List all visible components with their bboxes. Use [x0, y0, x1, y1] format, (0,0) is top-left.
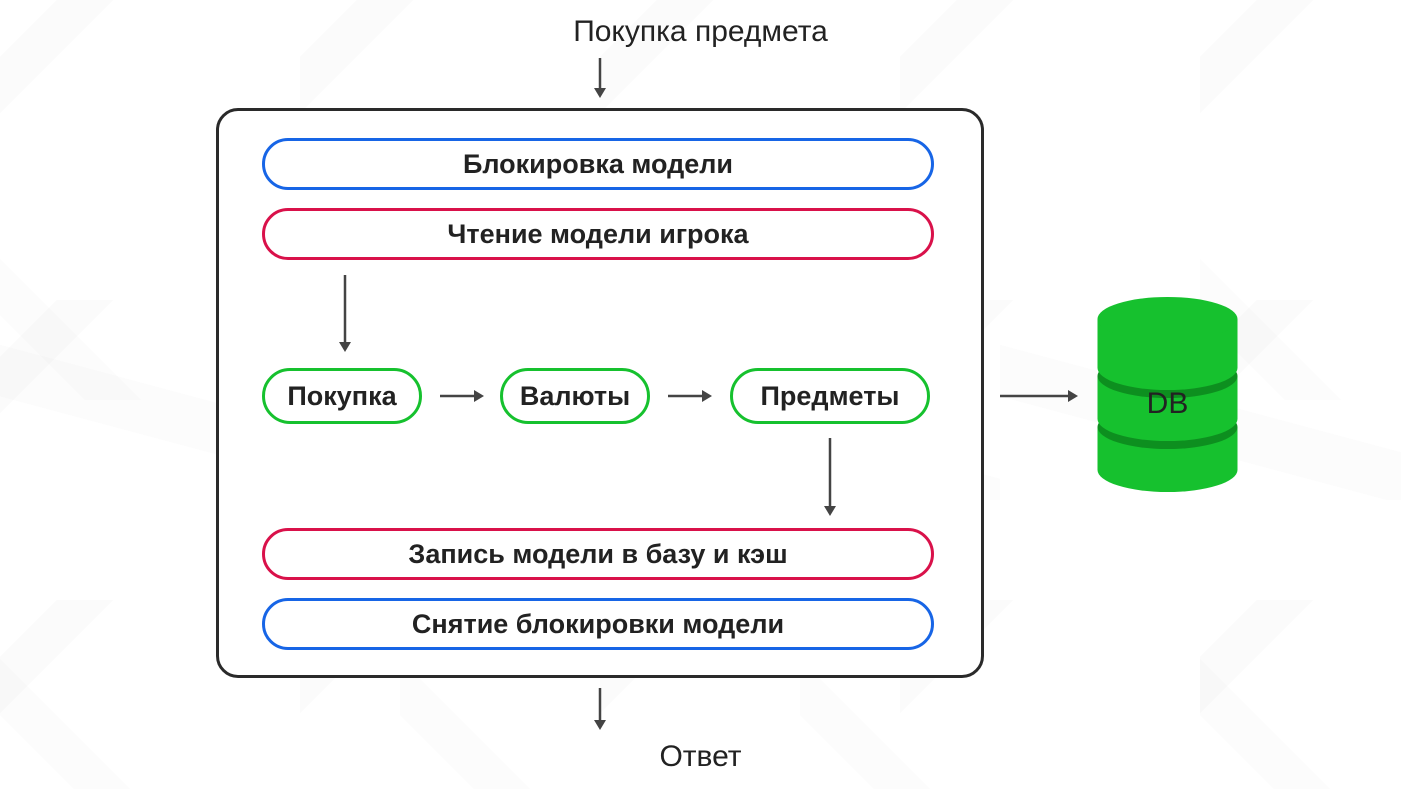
pill-lock-model: Блокировка модели — [262, 138, 934, 190]
pill-read-model: Чтение модели игрока — [262, 208, 934, 260]
database-label: DB — [1147, 387, 1189, 421]
database-icon: DB — [1095, 295, 1240, 495]
pill-label: Запись модели в базу и кэш — [408, 539, 787, 570]
pill-unlock-model: Снятие блокировки модели — [262, 598, 934, 650]
pill-label: Чтение модели игрока — [447, 219, 748, 250]
pill-label: Предметы — [761, 381, 900, 412]
pill-label: Покупка — [287, 381, 396, 412]
pill-label: Снятие блокировки модели — [412, 609, 784, 640]
diagram-canvas: Покупка предмета Ответ Блокировка модели… — [0, 0, 1401, 789]
pill-currency: Валюты — [500, 368, 650, 424]
title-bottom: Ответ — [659, 740, 741, 774]
pill-write-model: Запись модели в базу и кэш — [262, 528, 934, 580]
pill-label: Блокировка модели — [463, 149, 733, 180]
pill-items: Предметы — [730, 368, 930, 424]
pill-purchase: Покупка — [262, 368, 422, 424]
title-top: Покупка предмета — [573, 15, 828, 49]
pill-label: Валюты — [520, 381, 630, 412]
